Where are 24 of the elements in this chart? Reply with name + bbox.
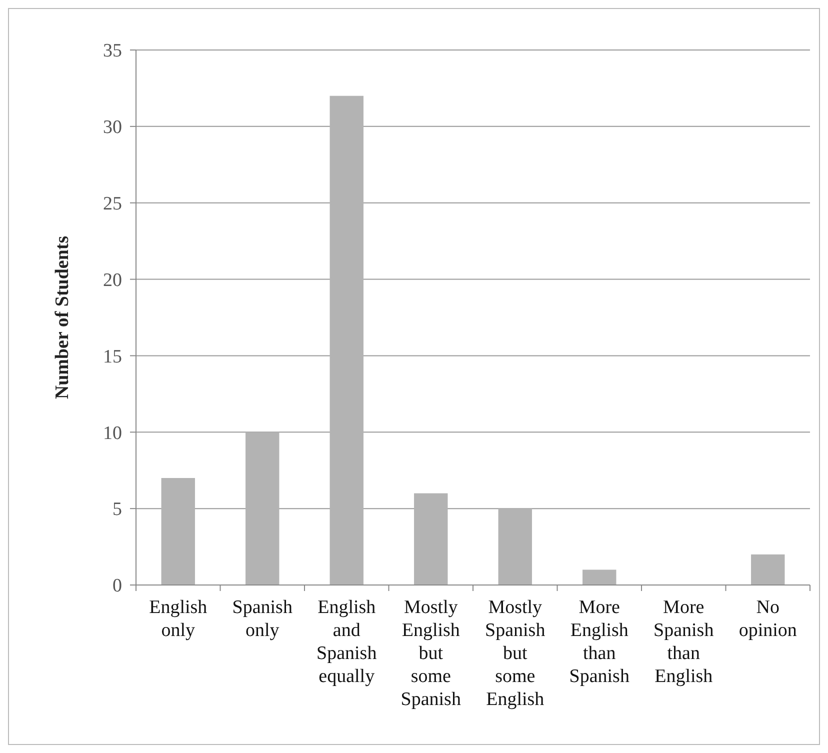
bar (414, 493, 448, 585)
x-tick-label: English only (149, 597, 208, 641)
x-tick-label: English and Spanish equally (316, 597, 378, 687)
bar (498, 508, 532, 585)
y-tick-label: 20 (103, 270, 122, 291)
x-tick-label: Mostly English but some Spanish (400, 597, 462, 710)
bar (246, 432, 280, 585)
y-tick-label: 30 (103, 117, 122, 138)
y-tick-label: 10 (103, 422, 122, 444)
y-axis-title: Number of Students (52, 236, 73, 400)
x-tick-label: Spanish only (232, 597, 293, 641)
x-tick-label: No opinion (738, 597, 798, 641)
bar (751, 554, 785, 585)
y-tick-label: 35 (103, 40, 122, 62)
y-tick-label: 15 (103, 346, 122, 368)
x-tick-label: Mostly Spanish but some English (485, 597, 546, 710)
y-tick-label: 0 (112, 576, 122, 597)
bar (161, 478, 195, 585)
bar (330, 96, 364, 585)
y-tick-label: 5 (112, 499, 122, 520)
y-tick-label: 25 (103, 194, 122, 215)
bar (582, 570, 616, 585)
x-tick-label: More Spanish than English (654, 597, 714, 687)
x-tick-label: More English than Spanish (569, 597, 630, 687)
